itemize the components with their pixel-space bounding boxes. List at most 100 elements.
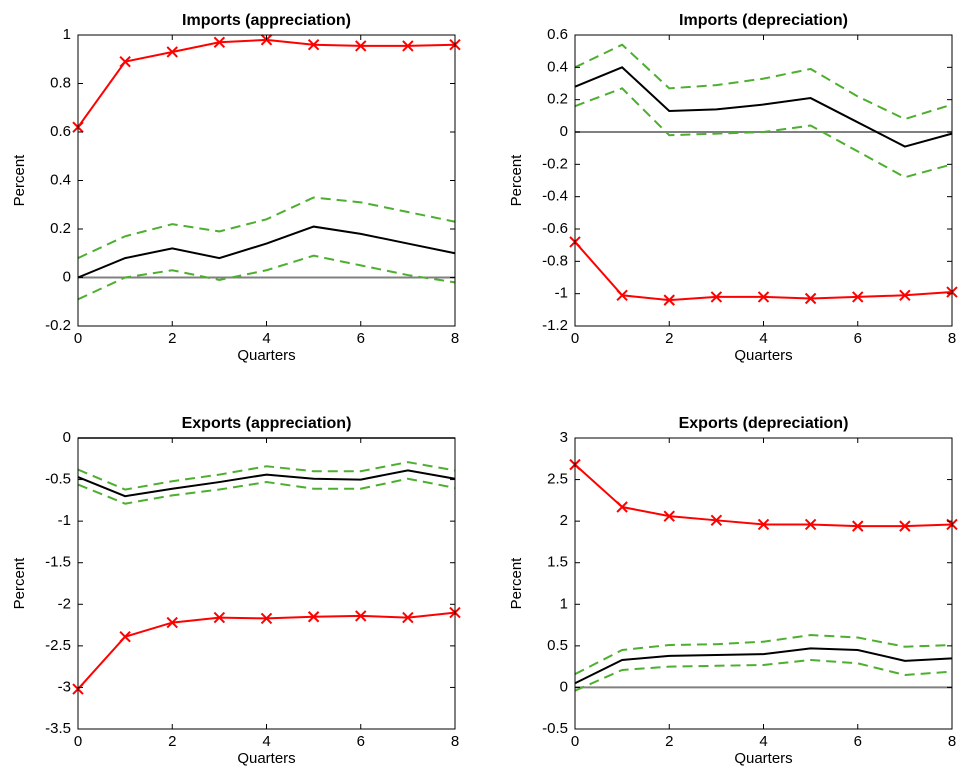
marker (402, 611, 414, 624)
y-axis-label: Percent (508, 154, 525, 207)
marker (355, 40, 367, 52)
y-tick-label: -0.4 (542, 188, 568, 205)
x-tick-label: 4 (262, 330, 270, 347)
chart-title: Exports (appreciation) (182, 415, 352, 432)
y-tick-label: 1.5 (547, 554, 568, 571)
x-tick-label: 0 (74, 733, 82, 750)
marker (260, 612, 273, 625)
y-tick-label: 0.5 (547, 637, 568, 654)
series-line (77, 469, 456, 498)
chart-title: Imports (appreciation) (182, 12, 351, 29)
chart-title: Exports (depreciation) (679, 415, 849, 432)
y-tick-label: 0.6 (547, 26, 568, 43)
x-tick-label: 4 (759, 733, 767, 750)
chart-title: Imports (depreciation) (679, 12, 848, 29)
series-line (77, 477, 456, 505)
y-tick-label: -0.5 (45, 471, 71, 488)
marker (899, 520, 911, 532)
x-tick-label: 2 (665, 733, 673, 750)
subplot: -1.2 -1 -0.8 -0.6 -0.4 -0.2 0 0.2 0.4 0.6 0 2 4 6 8 Imp… (508, 12, 958, 364)
x-tick-label: 0 (74, 330, 82, 347)
x-tick-label: 8 (451, 330, 459, 347)
y-tick-label: 2 (560, 512, 568, 529)
marker (757, 291, 770, 303)
x-tick-label: 4 (262, 733, 270, 750)
marker (663, 294, 675, 306)
y-tick-label: 2.5 (547, 471, 568, 488)
y-tick-label: 0.4 (547, 58, 568, 75)
axes-background (575, 35, 952, 326)
y-tick-label: -0.5 (542, 720, 568, 737)
series-line (574, 66, 953, 148)
axes-background (575, 438, 952, 729)
y-tick-label: -2 (58, 595, 71, 612)
series-line (77, 196, 456, 260)
x-tick-label: 6 (357, 330, 365, 347)
marker (804, 518, 817, 531)
x-tick-label: 8 (948, 330, 956, 347)
marker (616, 501, 628, 513)
y-axis-label: Percent (11, 557, 28, 610)
marker (757, 518, 770, 531)
y-axis-label: Percent (508, 557, 525, 610)
series-line (574, 658, 953, 692)
marker (307, 611, 320, 623)
x-tick-label: 8 (451, 733, 459, 750)
series-line (574, 43, 953, 121)
x-axis-label: Quarters (734, 347, 792, 364)
axes-background (78, 35, 455, 326)
y-tick-label: 0.2 (50, 220, 71, 237)
x-tick-label: 0 (571, 330, 579, 347)
y-tick-label: -2.5 (45, 637, 71, 654)
x-tick-label: 2 (168, 733, 176, 750)
marker (213, 36, 226, 48)
marker (663, 510, 675, 522)
y-tick-label: -3.5 (45, 720, 71, 737)
x-tick-label: 6 (854, 330, 862, 347)
series-line (574, 87, 953, 179)
x-axis-label: Quarters (734, 750, 792, 767)
y-tick-label: 0 (560, 678, 568, 695)
marker (307, 38, 320, 51)
x-tick-label: 4 (759, 330, 767, 347)
marker (355, 610, 367, 622)
y-tick-label: 3 (560, 429, 568, 446)
x-tick-label: 0 (571, 733, 579, 750)
x-axis-label: Quarters (237, 750, 295, 767)
y-tick-label: 1 (560, 595, 568, 612)
x-tick-label: 2 (168, 330, 176, 347)
series-line (574, 634, 953, 676)
y-tick-label: 0.6 (50, 123, 71, 140)
y-axis-label: Percent (11, 154, 28, 207)
y-tick-label: -1.2 (542, 317, 568, 334)
y-tick-label: -3 (58, 678, 71, 695)
subplot: -3.5 -3 -2.5 -2 -1.5 -1 -0.5 0 0 2 4 6 8 Exports (app… (11, 415, 461, 767)
marker (804, 292, 817, 305)
x-axis-label: Quarters (237, 347, 295, 364)
y-tick-label: -0.2 (45, 317, 71, 334)
x-tick-label: 2 (665, 330, 673, 347)
marker (119, 55, 131, 68)
x-tick-label: 6 (854, 733, 862, 750)
y-tick-label: 0.4 (50, 171, 71, 188)
y-tick-label: -0.2 (542, 155, 568, 172)
series-line (77, 254, 456, 301)
marker (710, 514, 723, 527)
y-tick-label: -0.6 (542, 220, 568, 237)
marker (616, 289, 628, 301)
series-line (77, 461, 456, 491)
marker (852, 520, 864, 532)
marker (899, 289, 911, 301)
series-line (77, 225, 456, 279)
y-tick-label: 0.2 (547, 91, 568, 108)
x-tick-label: 8 (948, 733, 956, 750)
marker (213, 611, 226, 624)
y-tick-label: -1 (555, 285, 568, 302)
series-line (574, 647, 953, 685)
y-tick-label: 0 (560, 123, 568, 140)
y-tick-label: 0.8 (50, 74, 71, 91)
y-tick-label: -1.5 (45, 554, 71, 571)
